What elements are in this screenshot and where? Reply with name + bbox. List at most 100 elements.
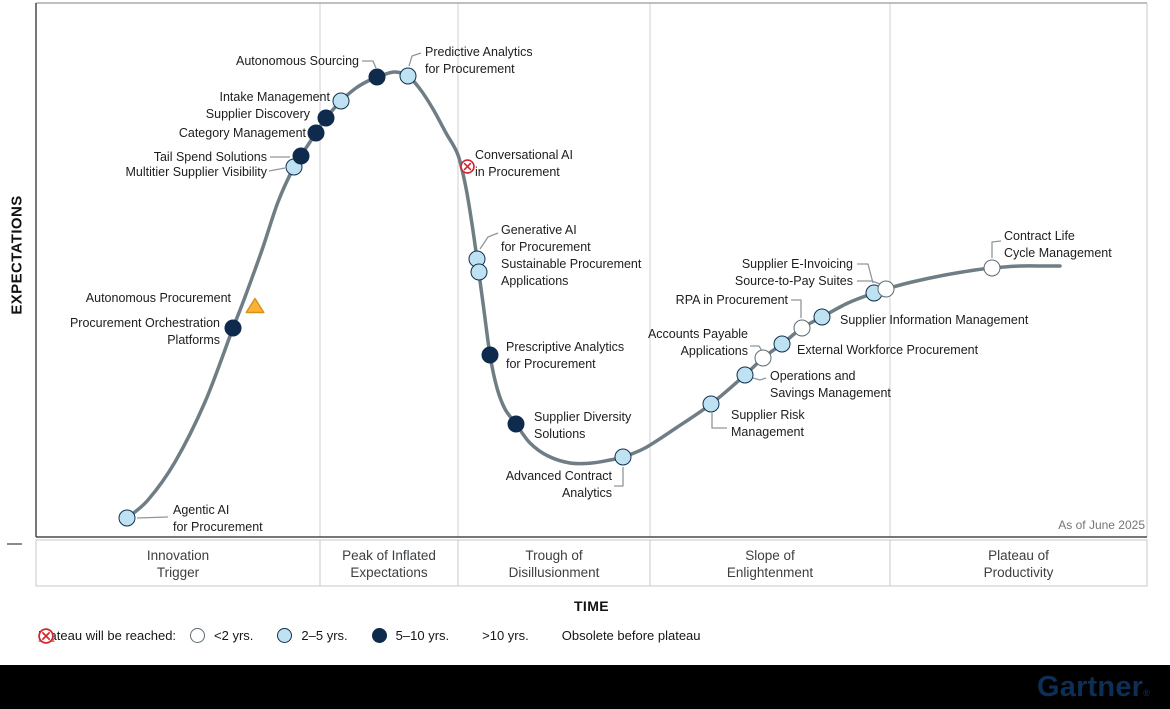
point-supplier-diversity-solutions	[507, 415, 525, 433]
label-supplier-discovery: Supplier Discovery	[206, 106, 310, 123]
label-autonomous-procurement: Autonomous Procurement	[86, 290, 231, 307]
connector-operations-and-savings-management	[752, 377, 767, 381]
marker-5to10	[481, 346, 499, 364]
legend-swatch-lt2	[190, 628, 206, 643]
label-line: Procurement Orchestration	[69, 316, 220, 330]
phase-label-line: Enlightenment	[726, 565, 814, 580]
point-accounts-payable-applications	[754, 349, 772, 367]
marker-lt2	[793, 319, 811, 337]
point-source-to-pay-suites	[877, 280, 895, 298]
marker-5to10	[507, 415, 525, 433]
phase-label-plateau-of-productivity: Plateau of Productivity	[984, 547, 1054, 581]
point-supplier-risk-management	[702, 395, 720, 413]
connector-autonomous-sourcing	[362, 60, 377, 69]
label-source-to-pay-suites: Source-to-Pay Suites	[735, 273, 853, 290]
point-category-management	[307, 124, 325, 142]
label-predictive-analytics-for-procurement: Predictive Analytics for Procurement	[425, 44, 533, 78]
label-agentic-ai-for-procurement: Agentic AI for Procurement	[173, 502, 263, 536]
point-sustainable-procurement-applications	[470, 263, 488, 281]
marker-2to5	[614, 448, 632, 466]
marker-5to10	[368, 68, 386, 86]
label-line: Contract Life	[1004, 229, 1075, 243]
point-autonomous-sourcing	[368, 68, 386, 86]
expectations-axis-label: EXPECTATIONS	[8, 195, 26, 315]
legend-swatch-5to10	[371, 628, 387, 643]
marker-5to10	[307, 124, 325, 142]
brand-bar: Gartner®	[0, 665, 1170, 709]
label-line: Analytics	[561, 486, 612, 500]
label-line: Conversational AI	[475, 148, 573, 162]
label-line: Applications	[680, 344, 748, 358]
phase-label-trough-of-disillusionment: Trough of Disillusionment	[509, 547, 600, 581]
point-contract-life-cycle-management	[983, 259, 1001, 277]
phase-label-line: Productivity	[983, 565, 1054, 580]
marker-lt2	[754, 349, 772, 367]
connector-advanced-contract-analytics	[614, 467, 624, 487]
label-line: Intake Management	[219, 90, 331, 104]
label-advanced-contract-analytics: Advanced Contract Analytics	[506, 468, 612, 502]
point-agentic-ai-for-procurement	[118, 509, 136, 527]
label-conversational-ai-in-procurement: Conversational AI in Procurement	[475, 147, 573, 181]
as-of-date: As of June 2025	[1058, 518, 1145, 532]
legend-item-lt2: <2 yrs.	[190, 628, 253, 643]
phase-label-peak-of-inflated-expectations: Peak of Inflated Expectations	[342, 547, 436, 581]
legend-title: Plateau will be reached:	[38, 628, 177, 643]
point-advanced-contract-analytics	[614, 448, 632, 466]
connector-agentic-ai-for-procurement	[136, 516, 169, 519]
label-line: Supplier Information Management	[840, 313, 1029, 327]
label-line: Tail Spend Solutions	[153, 150, 267, 164]
label-supplier-information-management: Supplier Information Management	[840, 312, 1028, 329]
point-predictive-analytics-for-procurement	[399, 67, 417, 85]
label-line: Supplier Risk	[731, 408, 805, 422]
marker-lt2	[877, 280, 895, 298]
point-operations-and-savings-management	[736, 366, 754, 384]
label-line: Supplier Diversity	[534, 410, 632, 424]
label-procurement-orchestration-platforms: Procurement Orchestration Platforms	[70, 315, 220, 349]
marker-5to10	[317, 109, 335, 127]
label-category-management: Category Management	[179, 125, 306, 142]
plot-area: EXPECTATIONS As of June 2025 Innovation T…	[7, 2, 1148, 644]
point-external-workforce-procurement	[773, 335, 791, 353]
label-autonomous-sourcing: Autonomous Sourcing	[236, 53, 359, 70]
label-line: Predictive Analytics	[425, 45, 533, 59]
label-line: Management	[731, 425, 804, 439]
connector-contract-life-cycle-management	[991, 240, 1002, 258]
label-line: for Procurement	[506, 357, 596, 371]
plot-border	[35, 2, 1148, 538]
phase-label-line: Peak of Inflated	[342, 548, 436, 563]
gridlines	[319, 3, 891, 537]
legend-label: <2 yrs.	[214, 628, 254, 643]
gartner-logo: Gartner®	[1036, 670, 1170, 703]
connector-source-to-pay-suites	[857, 280, 881, 285]
label-intake-management: Intake Management	[220, 89, 331, 106]
connector-supplier-risk-management	[711, 413, 727, 429]
connector-predictive-analytics-for-procurement	[408, 52, 422, 67]
marker-5to10	[224, 319, 242, 337]
marker-lt2	[983, 259, 1001, 277]
phase-label-innovation-trigger: Innovation Trigger	[147, 547, 209, 581]
legend-label: 2–5 yrs.	[301, 628, 348, 643]
phase-label-line: Trough of	[525, 548, 583, 563]
label-line: for Procurement	[425, 62, 515, 76]
label-line: Supplier E-Invoicing	[741, 257, 853, 271]
point-prescriptive-analytics-for-procurement	[481, 346, 499, 364]
label-line: Multitier Supplier Visibility	[125, 165, 268, 179]
label-supplier-e-invoicing: Supplier E-Invoicing	[742, 256, 853, 273]
gartner-logo-text: Gartner	[1036, 670, 1144, 703]
label-line: Advanced Contract	[505, 469, 612, 483]
label-accounts-payable-applications: Accounts Payable Applications	[648, 326, 748, 360]
label-tail-spend-solutions: Tail Spend Solutions	[154, 149, 267, 166]
point-intake-management	[332, 92, 350, 110]
legend-label: >10 yrs.	[482, 628, 529, 643]
label-operations-and-savings-management: Operations and Savings Management	[770, 368, 891, 402]
label-line: Generative AI	[501, 223, 577, 237]
label-external-workforce-procurement: External Workforce Procurement	[797, 342, 978, 359]
legend-swatch-2to5	[277, 628, 293, 643]
marker-2to5	[702, 395, 720, 413]
legend-item-5to10: 5–10 yrs.	[371, 628, 449, 643]
time-axis-label: TIME	[573, 598, 610, 614]
legend-item-2to5: 2–5 yrs.	[277, 628, 348, 643]
point-rpa-in-procurement	[793, 319, 811, 337]
phase-band	[35, 539, 1148, 587]
